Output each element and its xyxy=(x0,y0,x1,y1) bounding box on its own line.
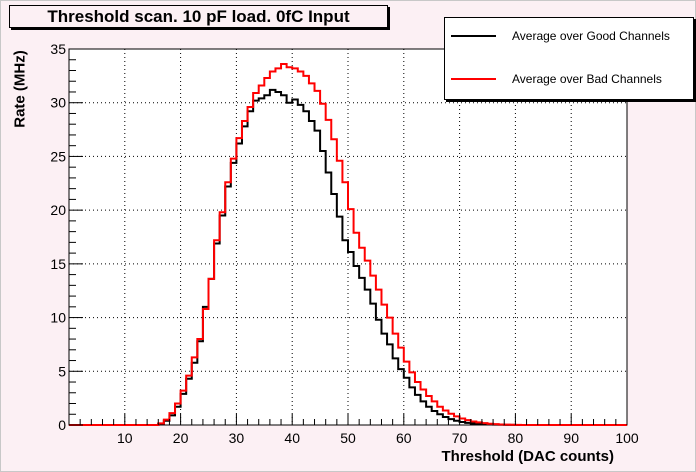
y-tick-label: 30 xyxy=(50,95,66,111)
x-tick-label: 40 xyxy=(284,430,300,446)
axis-layer: 10 20 30 40 50 60 70 80 90 100 0 5 10 15 20 25 30 35 xyxy=(50,41,638,446)
x-tick-label: 20 xyxy=(173,430,189,446)
legend-item-bad: Average over Bad Channels xyxy=(451,71,662,87)
y-axis-label: Rate (MHz) xyxy=(11,50,29,128)
y-tick-label: 35 xyxy=(50,41,66,57)
x-tick-label: 80 xyxy=(508,430,524,446)
y-tick-label: 10 xyxy=(50,310,66,326)
x-tick-label: 100 xyxy=(615,430,639,446)
legend-label-bad: Average over Bad Channels xyxy=(512,72,662,86)
y-tick-label: 15 xyxy=(50,256,66,272)
series-line-bad xyxy=(69,63,627,426)
y-tick-label: 25 xyxy=(50,148,66,164)
legend-swatch-bad xyxy=(451,78,496,80)
x-tick-label: 10 xyxy=(117,430,133,446)
chart-title: Threshold scan. 10 pF load. 0fC Input xyxy=(9,5,388,28)
x-tick-label: 50 xyxy=(340,430,356,446)
y-tick-label: 5 xyxy=(58,363,66,379)
legend-swatch-good xyxy=(451,35,496,37)
grid-lines xyxy=(69,49,627,425)
x-tick-label: 90 xyxy=(563,430,579,446)
y-tick-label: 20 xyxy=(50,202,66,218)
x-tick-label: 30 xyxy=(229,430,245,446)
legend: Average over Good Channels Average over … xyxy=(444,17,694,100)
x-axis-label: Threshold (DAC counts) xyxy=(441,448,615,465)
x-tick-label: 60 xyxy=(396,430,412,446)
legend-item-good: Average over Good Channels xyxy=(451,28,670,44)
y-tick-label: 0 xyxy=(58,417,66,433)
x-tick-label: 70 xyxy=(452,430,468,446)
legend-label-good: Average over Good Channels xyxy=(512,29,670,43)
